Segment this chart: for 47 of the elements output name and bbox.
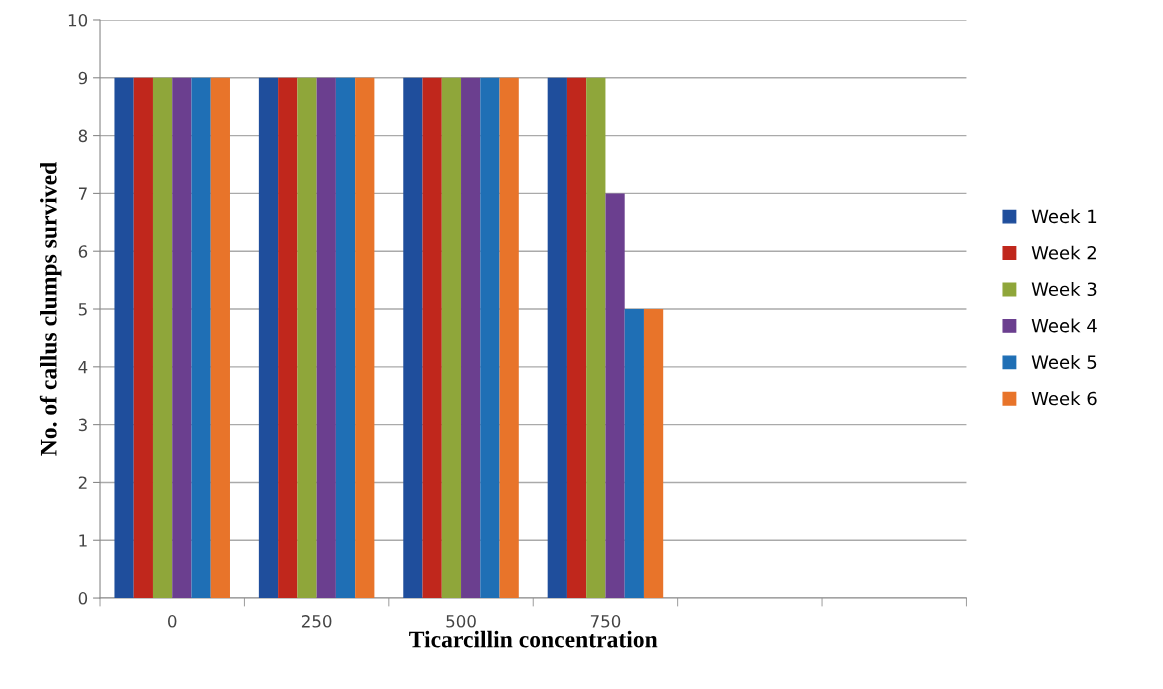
x-tick-label: 500 (446, 615, 476, 628)
bar (191, 77, 211, 599)
bar (643, 309, 664, 599)
x-tick-label: 0 (168, 615, 177, 628)
bar (152, 77, 173, 599)
bar (355, 77, 375, 599)
bar (480, 77, 500, 599)
bar (172, 77, 192, 599)
y-tick-label: 0 (78, 592, 88, 605)
x-tick-label: 250 (301, 615, 332, 628)
bar (547, 77, 567, 599)
legend-label: Week 3 (1031, 282, 1097, 297)
y-tick-label: 7 (78, 187, 87, 200)
bar (278, 77, 298, 599)
y-tick-label: 4 (78, 361, 88, 374)
bar (499, 77, 519, 599)
bar (586, 77, 606, 599)
x-axis-title: Ticarcillin concentration (409, 630, 658, 648)
bar (133, 77, 153, 599)
y-tick-label: 9 (78, 71, 88, 85)
x-tick-label: 750 (590, 615, 621, 628)
bar (441, 77, 462, 599)
legend-label: Week 6 (1031, 391, 1097, 406)
legend-label: Week 1 (1031, 209, 1097, 224)
bar (403, 77, 423, 599)
legend-label: Week 4 (1031, 318, 1097, 333)
bar (624, 309, 644, 599)
legend-label: Week 2 (1031, 245, 1096, 260)
y-tick-label: 10 (68, 13, 88, 27)
bar (422, 77, 442, 599)
y-tick-label: 8 (78, 129, 88, 143)
y-tick-label: 1 (79, 534, 87, 547)
bar (297, 77, 317, 599)
bar (210, 77, 230, 599)
bar (316, 77, 336, 599)
bar (335, 77, 356, 599)
bar (605, 193, 625, 599)
y-tick-label: 3 (78, 418, 87, 432)
bar (461, 77, 481, 599)
legend-label: Week 5 (1031, 354, 1097, 369)
bar (566, 77, 587, 599)
y-axis-title: No. of callus clumps survived (39, 162, 62, 456)
bar (258, 77, 279, 599)
y-tick-label: 5 (78, 303, 87, 316)
y-tick-label: 6 (78, 245, 88, 258)
y-tick-label: 2 (78, 476, 87, 489)
bar (114, 77, 134, 599)
